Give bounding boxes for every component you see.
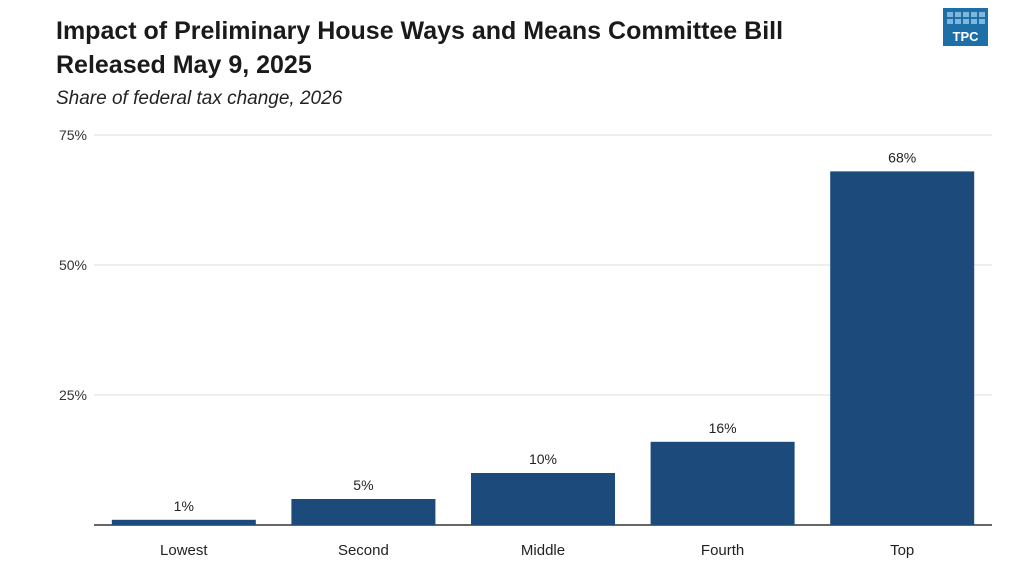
labels: 25% 50% 75% 1% Lowest 5% Second 10% Middle 16% Fou…	[59, 127, 916, 559]
bar-fourth	[650, 441, 795, 525]
data-label: 10%	[529, 451, 557, 467]
chart-title-line-2: Released May 9, 2025	[56, 51, 312, 79]
chart-title-line-1: Impact of Preliminary House Ways and Mea…	[56, 17, 784, 45]
bar-top	[830, 171, 975, 525]
bar-second	[291, 499, 436, 525]
x-tick-label: Second	[338, 542, 389, 559]
y-tick-label: 75%	[59, 127, 87, 143]
data-label: 5%	[353, 477, 373, 493]
x-tick-label: Fourth	[701, 542, 744, 559]
y-tick-label: 25%	[59, 387, 87, 403]
x-tick-label: Middle	[521, 542, 565, 559]
data-label: 1%	[174, 498, 194, 514]
chart-title: Impact of Preliminary House Ways and Mea…	[56, 14, 856, 82]
y-tick-label: 50%	[59, 257, 87, 273]
tpc-logo: TPC	[943, 8, 988, 46]
x-tick-label: Lowest	[160, 542, 208, 559]
x-tick-label: Top	[890, 542, 914, 559]
data-label: 16%	[709, 420, 737, 436]
bar-middle	[471, 473, 615, 525]
bar-lowest	[111, 519, 256, 525]
bars	[111, 171, 975, 525]
tpc-logo-grid	[947, 12, 985, 24]
chart-subtitle: Share of federal tax change, 2026	[56, 88, 343, 109]
tpc-logo-text: TPC	[953, 29, 980, 44]
data-label: 68%	[888, 149, 916, 165]
